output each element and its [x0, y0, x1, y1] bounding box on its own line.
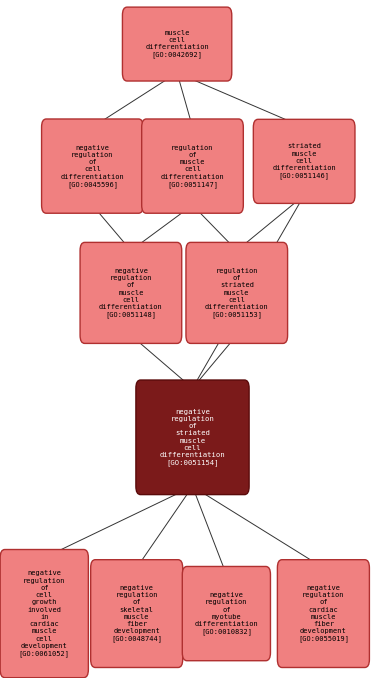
Text: negative
regulation
of
cell
differentiation
[GO:0045596]: negative regulation of cell differentiat…: [60, 144, 124, 188]
FancyBboxPatch shape: [186, 243, 288, 344]
Text: negative
regulation
of
muscle
cell
differentiation
[GO:0051148]: negative regulation of muscle cell diffe…: [99, 268, 163, 318]
FancyBboxPatch shape: [80, 243, 182, 344]
Text: regulation
of
striated
muscle
cell
differentiation
[GO:0051153]: regulation of striated muscle cell diffe…: [205, 268, 269, 318]
Text: muscle
cell
differentiation
[GO:0042692]: muscle cell differentiation [GO:0042692]: [145, 30, 209, 58]
Text: negative
regulation
of
myotube
differentiation
[GO:0010832]: negative regulation of myotube different…: [194, 592, 258, 635]
FancyBboxPatch shape: [277, 560, 369, 667]
FancyBboxPatch shape: [136, 380, 249, 495]
FancyBboxPatch shape: [42, 119, 143, 213]
FancyBboxPatch shape: [253, 119, 355, 203]
FancyBboxPatch shape: [142, 119, 243, 213]
Text: negative
regulation
of
cardiac
muscle
fiber
development
[GO:0055019]: negative regulation of cardiac muscle fi…: [298, 585, 349, 642]
Text: negative
regulation
of
cell
growth
involved
in
cardiac
muscle
cell
development
[: negative regulation of cell growth invol…: [19, 570, 70, 657]
Text: negative
regulation
of
skeletal
muscle
fiber
development
[GO:0048744]: negative regulation of skeletal muscle f…: [111, 585, 162, 642]
FancyBboxPatch shape: [90, 560, 183, 667]
Text: regulation
of
muscle
cell
differentiation
[GO:0051147]: regulation of muscle cell differentiatio…: [161, 144, 224, 188]
FancyBboxPatch shape: [182, 567, 270, 660]
Text: negative
regulation
of
striated
muscle
cell
differentiation
[GO:0051154]: negative regulation of striated muscle c…: [160, 409, 225, 466]
FancyBboxPatch shape: [122, 7, 232, 81]
Text: striated
muscle
cell
differentiation
[GO:0051146]: striated muscle cell differentiation [GO…: [272, 144, 336, 179]
FancyBboxPatch shape: [0, 549, 88, 678]
